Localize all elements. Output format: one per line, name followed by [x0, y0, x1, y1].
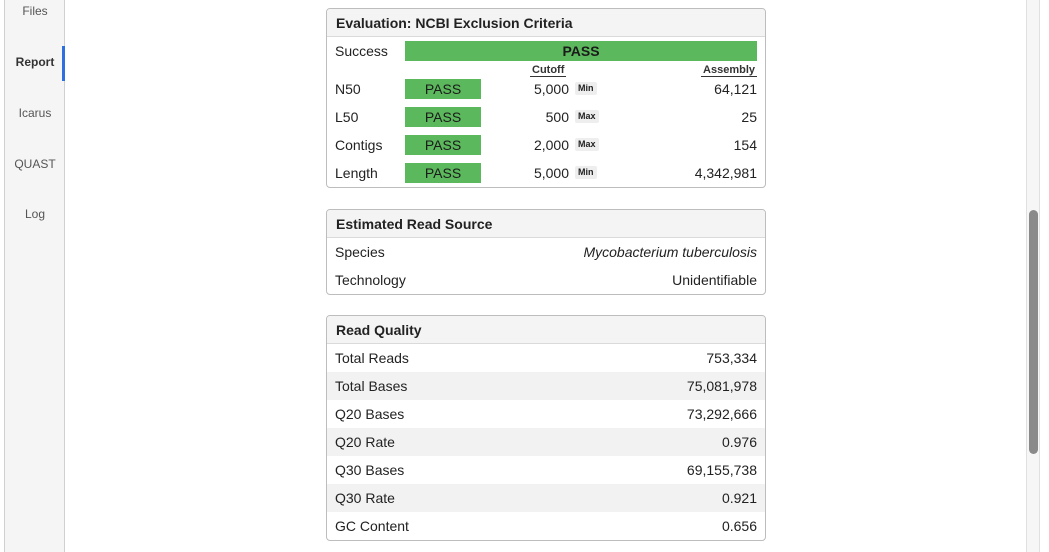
criteria-row-contigs: Contigs PASS 2,000 Max 154: [327, 131, 765, 159]
row-value: 69,155,738: [686, 462, 757, 478]
table-row: Q30 Bases 69,155,738: [327, 456, 765, 484]
read-source-panel: Estimated Read Source Species Mycobacter…: [326, 209, 766, 295]
status-badge: PASS: [405, 163, 481, 183]
assembly-value: 154: [733, 137, 757, 153]
metric-label: Contigs: [335, 137, 383, 153]
row-label: GC Content: [335, 518, 409, 534]
row-value: 75,081,978: [686, 378, 757, 394]
row-value: 73,292,666: [686, 406, 757, 422]
success-row: Success PASS: [327, 37, 765, 65]
status-badge: PASS: [405, 79, 481, 99]
row-label: Q20 Bases: [335, 406, 405, 422]
row-label: Q20 Rate: [335, 434, 395, 450]
read-source-row-species: Species Mycobacterium tuberculosis: [327, 238, 765, 266]
read-source-row-technology: Technology Unidentifiable: [327, 266, 765, 294]
read-quality-title: Read Quality: [327, 316, 765, 344]
sidebar-item-log[interactable]: Log: [24, 207, 46, 221]
criteria-row-length: Length PASS 5,000 Min 4,342,981: [327, 159, 765, 187]
row-label: Species: [335, 244, 385, 260]
row-label: Total Bases: [335, 378, 408, 394]
table-row: Total Bases 75,081,978: [327, 372, 765, 400]
status-badge: PASS: [405, 135, 481, 155]
assembly-header: Assembly: [701, 64, 757, 77]
cutoff-value: 5,000: [533, 81, 569, 97]
table-row: GC Content 0.656: [327, 512, 765, 540]
assembly-value: 4,342,981: [694, 165, 757, 181]
cutoff-value: 2,000: [533, 137, 569, 153]
cutoff-value: 500: [545, 109, 569, 125]
evaluation-panel: Evaluation: NCBI Exclusion Criteria Succ…: [326, 8, 766, 188]
sidebar-nav: Files Report Icarus QUAST Log: [4, 0, 65, 552]
status-badge: PASS: [405, 107, 481, 127]
row-label: Q30 Bases: [335, 462, 405, 478]
table-row: Q20 Rate 0.976: [327, 428, 765, 456]
metric-label: Length: [335, 165, 378, 181]
technology-value: Unidentifiable: [672, 272, 757, 288]
active-indicator: [62, 46, 65, 81]
table-row: Total Reads 753,334: [327, 344, 765, 372]
species-value: Mycobacterium tuberculosis: [583, 244, 757, 260]
vertical-scrollbar[interactable]: [1026, 0, 1040, 552]
metric-label: L50: [335, 109, 359, 125]
column-header-row: Cutoff Assembly: [327, 64, 765, 77]
row-value: 0.976: [721, 434, 757, 450]
assembly-value: 64,121: [714, 81, 757, 97]
sidebar-item-icarus[interactable]: Icarus: [18, 106, 52, 120]
row-value: 0.921: [721, 490, 757, 506]
cutoff-type-tag: Max: [575, 138, 599, 151]
cutoff-type-tag: Min: [575, 166, 597, 179]
row-value: 0.656: [721, 518, 757, 534]
read-source-title: Estimated Read Source: [327, 210, 765, 238]
success-label: Success: [335, 43, 388, 59]
evaluation-title: Evaluation: NCBI Exclusion Criteria: [327, 9, 765, 37]
criteria-row-n50: N50 PASS 5,000 Min 64,121: [327, 75, 765, 103]
criteria-row-l50: L50 PASS 500 Max 25: [327, 103, 765, 131]
cutoff-type-tag: Min: [575, 82, 597, 95]
row-label: Technology: [335, 272, 406, 288]
table-row: Q30 Rate 0.921: [327, 484, 765, 512]
cutoff-type-tag: Max: [575, 110, 599, 123]
cutoff-value: 5,000: [533, 165, 569, 181]
scrollbar-thumb[interactable]: [1029, 210, 1038, 454]
success-status-badge: PASS: [405, 41, 757, 61]
sidebar-item-quast[interactable]: QUAST: [14, 157, 56, 171]
table-row: Q20 Bases 73,292,666: [327, 400, 765, 428]
row-label: Total Reads: [335, 350, 409, 366]
row-value: 753,334: [706, 350, 757, 366]
sidebar-item-files[interactable]: Files: [22, 4, 48, 18]
read-quality-panel: Read Quality Total Reads 753,334 Total B…: [326, 315, 766, 541]
cutoff-header: Cutoff: [530, 64, 567, 77]
assembly-value: 25: [741, 109, 757, 125]
metric-label: N50: [335, 81, 361, 97]
sidebar-item-report[interactable]: Report: [15, 55, 55, 69]
row-label: Q30 Rate: [335, 490, 395, 506]
